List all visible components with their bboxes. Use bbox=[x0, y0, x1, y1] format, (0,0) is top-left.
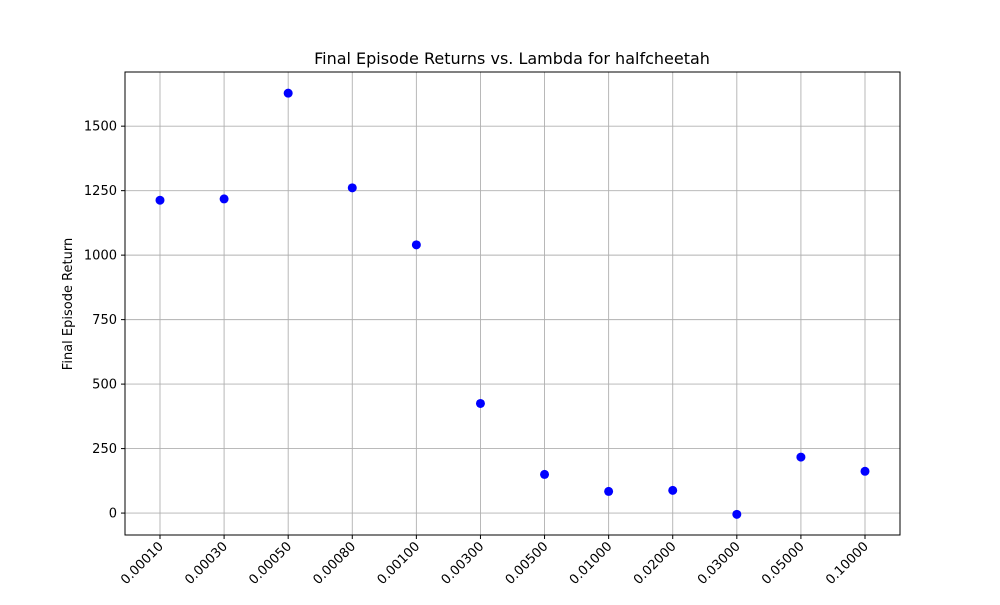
y-tick-label: 1000 bbox=[84, 249, 117, 264]
x-tick-label: 0.02000 bbox=[631, 539, 680, 588]
data-point bbox=[155, 195, 165, 205]
grid bbox=[125, 72, 900, 535]
y-tick-label: 250 bbox=[92, 442, 117, 457]
data-point bbox=[283, 88, 293, 98]
x-tick-label: 0.05000 bbox=[759, 539, 808, 588]
y-tick-label: 750 bbox=[92, 313, 117, 328]
x-tick-label: 0.00050 bbox=[246, 539, 295, 588]
data-point bbox=[796, 452, 806, 462]
x-tick-label: 0.10000 bbox=[823, 539, 872, 588]
plot-area bbox=[124, 71, 901, 536]
x-tick-label: 0.01000 bbox=[567, 539, 616, 588]
data-point bbox=[219, 194, 229, 204]
x-tick-label: 0.00300 bbox=[439, 539, 488, 588]
data-point bbox=[732, 509, 742, 519]
data-point bbox=[860, 466, 870, 476]
x-tick-label: 0.00100 bbox=[375, 539, 424, 588]
data-points bbox=[155, 88, 870, 519]
data-point bbox=[475, 398, 485, 408]
y-tick-label: 1500 bbox=[84, 120, 117, 135]
data-point bbox=[604, 486, 614, 496]
y-axis: 0 250 500 750 1000 1250 1500 bbox=[84, 120, 125, 522]
x-tick-label: 0.03000 bbox=[695, 539, 744, 588]
chart-title: Final Episode Returns vs. Lambda for hal… bbox=[314, 49, 710, 68]
x-tick-label: 0.00030 bbox=[182, 539, 231, 588]
y-axis-label: Final Episode Return bbox=[61, 238, 76, 370]
data-point bbox=[411, 240, 421, 250]
y-tick-label: 500 bbox=[92, 378, 117, 393]
x-tick-label: 0.00500 bbox=[503, 539, 552, 588]
y-tick-label: 1250 bbox=[84, 184, 117, 199]
data-point bbox=[540, 469, 550, 479]
y-tick-label: 0 bbox=[109, 507, 117, 522]
x-axis: 0.00010 0.00030 0.00050 0.00080 0.00100 0.003… bbox=[118, 535, 872, 588]
data-point bbox=[668, 485, 678, 495]
data-point bbox=[347, 183, 357, 193]
x-tick-label: 0.00080 bbox=[310, 539, 359, 588]
x-tick-label: 0.00010 bbox=[118, 539, 167, 588]
